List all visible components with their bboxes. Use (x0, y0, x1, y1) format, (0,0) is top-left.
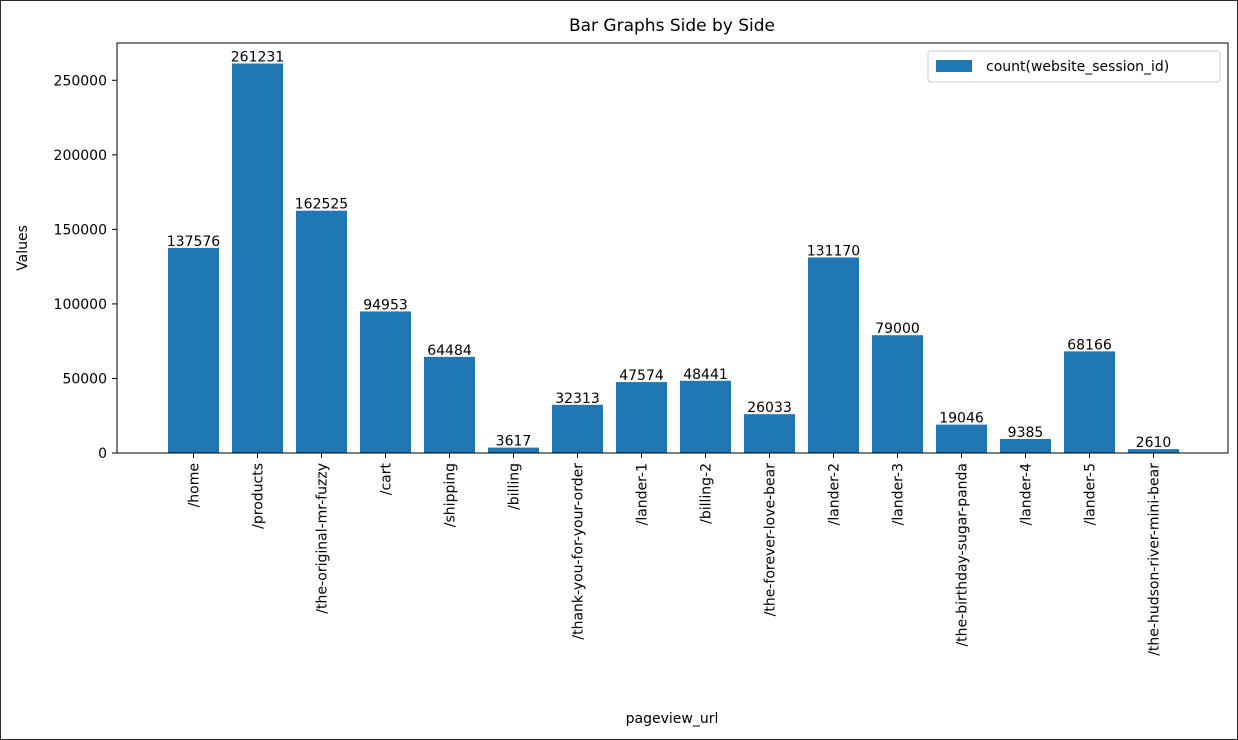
legend-label: count(website_session_id) (986, 59, 1169, 75)
bar (232, 63, 283, 454)
bar (168, 247, 219, 453)
bar-value-label: 32313 (555, 391, 600, 407)
x-tick-label: /lander-3 (891, 463, 907, 525)
data-labels-layer: 137576 261231 162525 94953 64484 3617 32313 475… (167, 50, 1172, 452)
bar (1128, 449, 1179, 453)
x-tick-label: /lander-2 (827, 463, 843, 525)
x-tick-label: /thank-you-for-your-order (571, 463, 587, 640)
bars-layer (168, 63, 1179, 454)
bar (1000, 439, 1051, 453)
bar (360, 311, 411, 453)
bar-value-label: 2610 (1136, 435, 1172, 451)
chart-title: Bar Graphs Side by Side (569, 16, 775, 36)
legend-swatch (936, 60, 972, 72)
bar-value-label: 47574 (619, 368, 664, 384)
x-axis-label: pageview_url (626, 711, 719, 727)
x-tick-label: /lander-4 (1019, 463, 1035, 525)
y-axis-label: Values (15, 225, 31, 271)
bar (936, 424, 987, 453)
y-tick-label: 100000 (54, 297, 107, 313)
y-tick-label: 250000 (54, 73, 107, 89)
bar-value-label: 64484 (427, 343, 472, 359)
bar (872, 335, 923, 453)
x-tick-label: /billing (507, 463, 523, 510)
y-tick-label: 50000 (62, 371, 107, 387)
bar (296, 210, 347, 453)
legend: count(website_session_id) (927, 50, 1221, 83)
x-tick-label: /the-forever-love-bear (763, 463, 779, 617)
x-tick-label: /the-hudson-river-mini-bear (1147, 463, 1163, 656)
legend-box (927, 50, 1221, 83)
bar (488, 447, 539, 453)
y-tick-label: 0 (98, 446, 107, 462)
bar-value-label: 131170 (807, 243, 860, 259)
y-axis: 0 50000 100000 150000 200000 250000 (54, 73, 117, 462)
x-tick-label: /lander-1 (635, 463, 651, 525)
bar-value-label: 68166 (1067, 337, 1112, 353)
bar (744, 414, 795, 453)
x-axis: /home/products/the-original-mr-fuzzy/car… (187, 453, 1163, 656)
bar (808, 257, 859, 453)
bar-value-label: 48441 (683, 367, 728, 383)
bar (616, 382, 667, 453)
x-tick-label: /billing-2 (699, 463, 715, 524)
bar (1064, 351, 1115, 453)
y-tick-label: 200000 (54, 148, 107, 164)
bar (680, 380, 731, 453)
x-tick-label: /lander-5 (1083, 463, 1099, 525)
bar-value-label: 3617 (496, 434, 532, 450)
bar-value-label: 9385 (1008, 425, 1044, 441)
bar-value-label: 19046 (939, 411, 984, 427)
x-tick-label: /cart (379, 463, 395, 496)
bar (552, 404, 603, 453)
plot-area-frame (116, 42, 1229, 454)
bar-value-label: 137576 (167, 234, 221, 250)
bar-value-label: 26033 (747, 400, 792, 416)
bar-value-label: 79000 (875, 321, 920, 337)
x-tick-label: /the-birthday-sugar-panda (955, 463, 971, 647)
bar-value-label: 94953 (363, 297, 408, 313)
bar-value-label: 261231 (231, 50, 284, 66)
x-tick-label: /the-original-mr-fuzzy (315, 463, 331, 614)
x-tick-label: /shipping (443, 463, 459, 527)
bar (424, 356, 475, 453)
x-tick-label: /products (251, 463, 267, 529)
x-tick-label: /home (187, 463, 203, 507)
bar-value-label: 162525 (295, 197, 348, 213)
y-tick-label: 150000 (54, 222, 107, 238)
